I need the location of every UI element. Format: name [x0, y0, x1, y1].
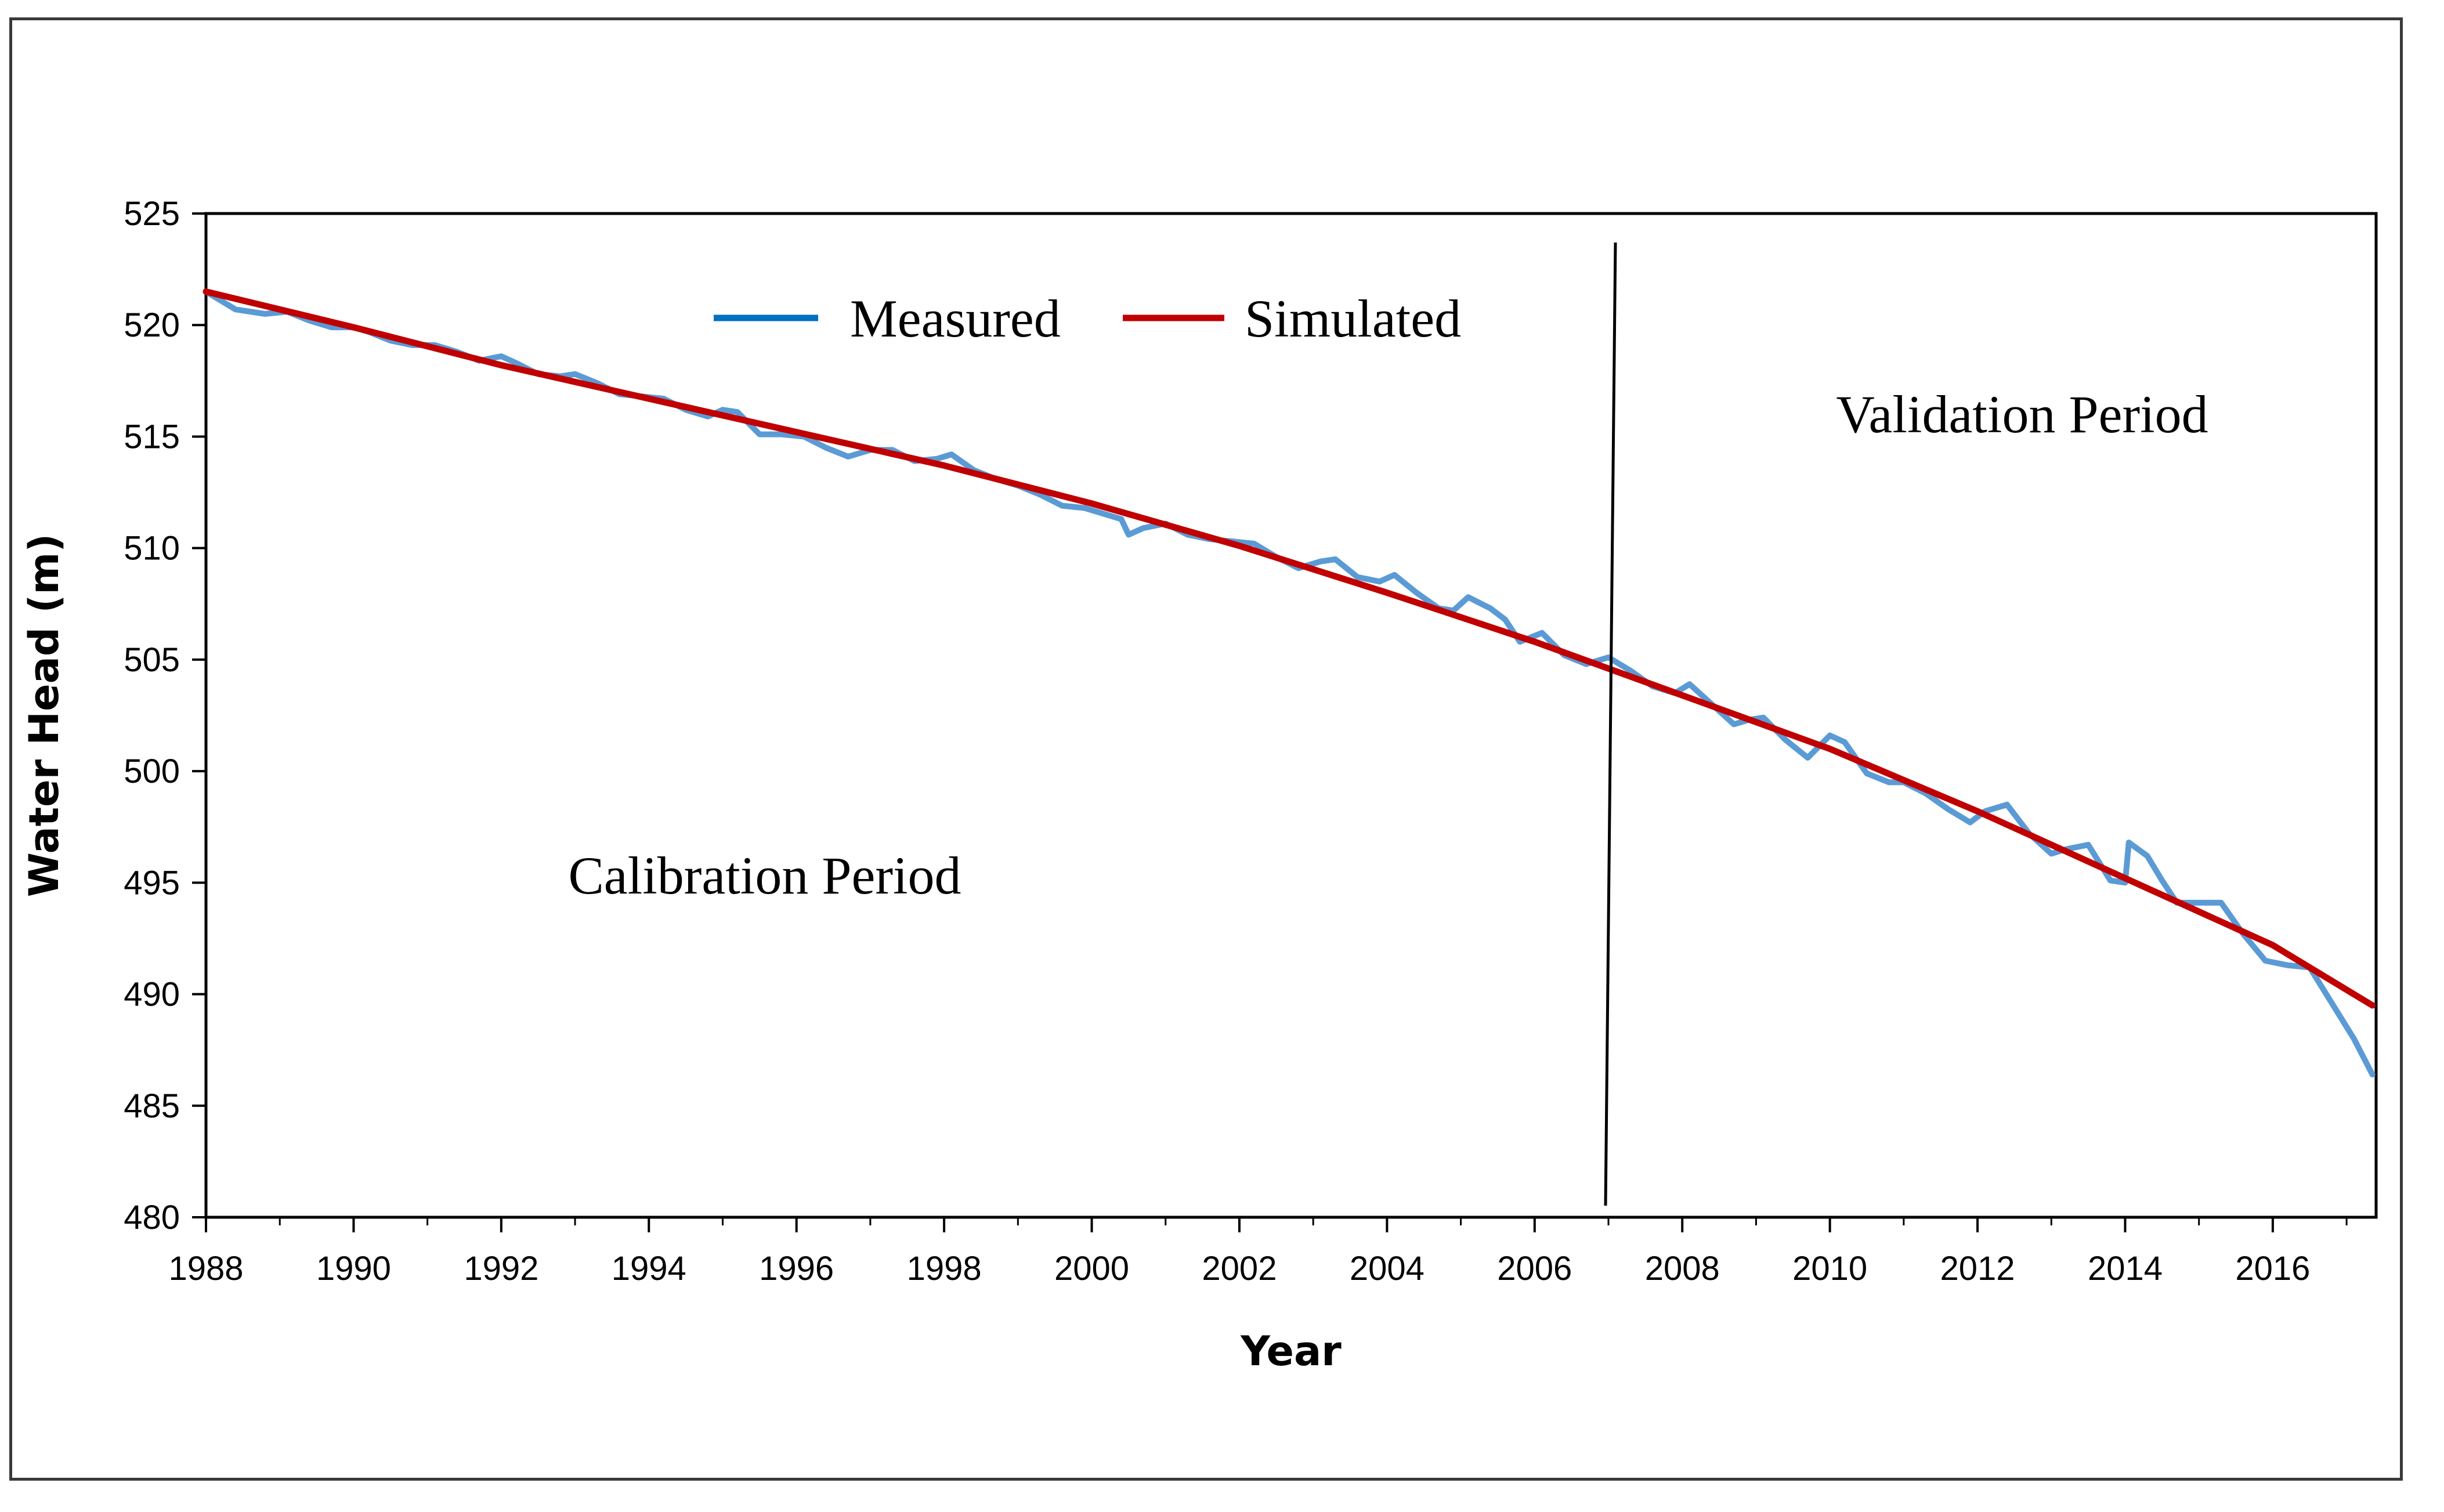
x-tick-label: 1996 [759, 1250, 834, 1287]
x-tick-label: 2000 [1054, 1250, 1129, 1287]
period-divider [1604, 242, 1617, 1206]
x-tick-label: 1994 [612, 1250, 686, 1287]
x-tick-label: 2012 [1940, 1250, 2015, 1287]
x-tick-label: 2006 [1497, 1250, 1572, 1287]
calibration-period-label: Calibration Period [568, 846, 961, 905]
series-line-measured [203, 288, 2376, 1077]
x-tick-label: 2010 [1792, 1250, 1867, 1287]
x-tick-label: 2008 [1645, 1250, 1720, 1287]
x-tick-label: 2014 [2088, 1250, 2163, 1287]
x-tick-label: 1988 [168, 1250, 243, 1287]
plot-area [204, 212, 2378, 1219]
series-layer [203, 288, 2376, 1077]
y-tick-label: 505 [124, 641, 180, 679]
y-axis-title: Water Head (m) [20, 534, 68, 897]
x-tick-label: 2004 [1350, 1250, 1425, 1287]
y-tick-label: 490 [124, 976, 180, 1014]
y-tick-label: 510 [124, 530, 180, 567]
x-tick-label: 1998 [907, 1250, 982, 1287]
x-tick-label: 2016 [2235, 1250, 2310, 1287]
y-tick-label: 520 [124, 306, 180, 344]
y-tick-label: 515 [124, 418, 180, 455]
x-tick-label: 1992 [464, 1250, 538, 1287]
legend-label-measured: Measured [850, 289, 1061, 348]
y-tick-label: 480 [124, 1199, 180, 1236]
y-tick-label: 525 [124, 195, 180, 233]
validation-period-label: Validation Period [1836, 385, 2208, 444]
chart-frame [9, 17, 2403, 1481]
x-axis-title: Year [1240, 1327, 1342, 1375]
series-line-simulated [203, 288, 2376, 1009]
legend: Measured Simulated [714, 289, 1461, 348]
x-tick-label: 2002 [1202, 1250, 1277, 1287]
y-tick-label: 485 [124, 1087, 180, 1125]
y-tick-label: 495 [124, 864, 180, 902]
legend-label-simulated: Simulated [1245, 289, 1461, 348]
divider-line [1604, 242, 1617, 1206]
axes [204, 212, 2378, 1219]
axis-ticks: 480 485 490 495 500 505 510 515 520 525 1988 1990 19… [124, 195, 2348, 1287]
x-tick-label: 1990 [316, 1250, 391, 1287]
y-tick-label: 500 [124, 753, 180, 790]
